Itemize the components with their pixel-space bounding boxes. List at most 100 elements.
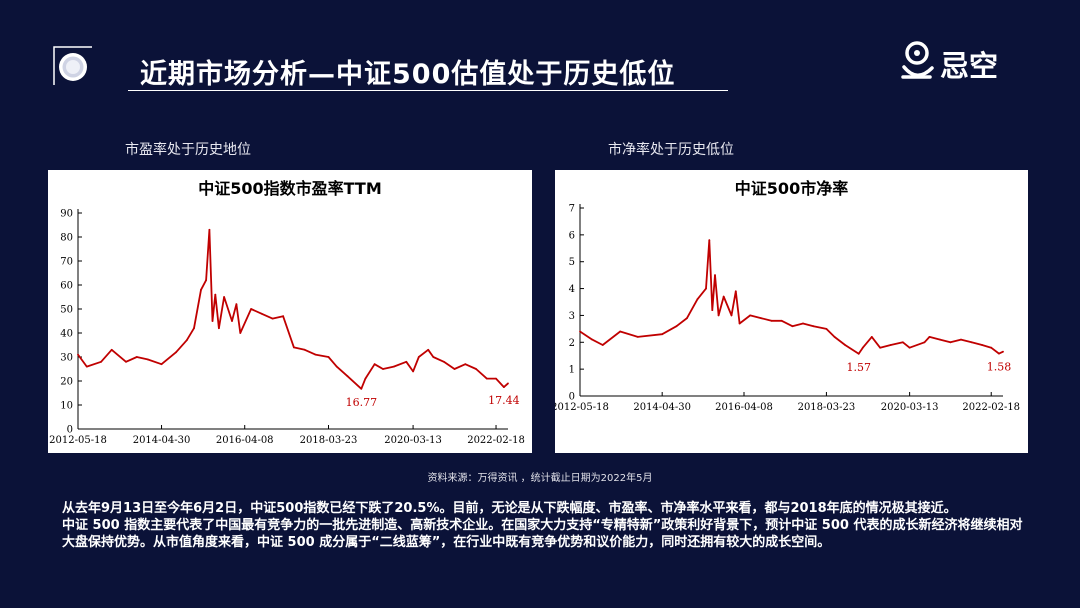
pe-y-tick-label: 60 <box>60 281 73 292</box>
circle-bracket-icon <box>53 46 92 85</box>
pb-data-point <box>1002 350 1004 353</box>
pb-data-point <box>696 298 699 301</box>
pe-data-point <box>185 339 188 342</box>
pb-x-tick-label: 2022-02-18 <box>962 402 1020 413</box>
pb-data-point <box>902 341 904 344</box>
pe-chart-title: 中证500指数市盈率TTM <box>198 179 382 198</box>
pe-data-point <box>205 279 208 282</box>
pe-data-point <box>77 353 79 356</box>
pb-y-tick-label: 6 <box>569 230 575 241</box>
pb-data-point <box>760 317 762 319</box>
pe-y-tick-label: 0 <box>67 425 73 436</box>
pe-data-point <box>211 320 214 322</box>
pe-data-point <box>475 368 477 370</box>
pb-data-point <box>990 346 993 349</box>
pb-data-point <box>780 319 783 322</box>
pb-data-point <box>770 319 773 322</box>
source-note: 资料来源：万得资讯 ，统计截止日期为2022年5月 <box>427 473 653 484</box>
pe-x-tick-label: 2018-03-23 <box>300 435 358 446</box>
pb-data-point <box>802 322 804 325</box>
pe-data-point <box>231 320 233 322</box>
pe-data-point <box>507 382 509 385</box>
pb-x-tick-label: 2012-05-18 <box>555 402 609 413</box>
pe-data-point <box>346 375 349 378</box>
pb-data-point <box>960 338 962 341</box>
pe-series-line <box>77 228 509 390</box>
pb-data-point <box>601 344 604 346</box>
pb-data-point <box>722 295 725 298</box>
pe-annotation: 16.77 <box>346 396 378 409</box>
pe-data-point <box>282 315 284 318</box>
pe-data-point <box>314 353 317 356</box>
pb-y-tick-label: 0 <box>569 392 575 403</box>
pb-chart-panel: 中证500市净率 0 1 2 3 4 5 6 7 2012-05-18 2014-04-30 2016… <box>555 170 1028 453</box>
brand-logo-text: 忌空 <box>940 49 999 83</box>
brand-logo: 忌空 <box>900 40 1010 84</box>
caption-pe: 市盈率处于历史地位 <box>125 142 251 158</box>
pb-data-point <box>949 341 952 344</box>
pe-data-point <box>392 365 395 368</box>
pe-data-point <box>364 377 367 380</box>
pb-annotation: 1.58 <box>987 361 1012 374</box>
pe-data-point <box>193 327 195 330</box>
pe-data-point <box>200 288 202 291</box>
pb-data-point <box>825 328 828 330</box>
pb-data-point <box>717 314 720 317</box>
title-underline: 近期市场分析—中证500估值处于历史低位 <box>128 48 728 91</box>
pb-data-point <box>908 346 911 349</box>
paragraph-1: 从去年9月13日至今年6月2日，中证500指数已经下跌了20.5%。目前，无论是… <box>62 501 957 516</box>
pb-data-point <box>661 333 664 336</box>
pb-data-point <box>619 330 622 333</box>
pe-data-point <box>250 308 253 310</box>
pb-y-tick-label: 1 <box>569 365 575 376</box>
pe-data-point <box>412 370 414 373</box>
pb-data-point <box>923 341 926 344</box>
caption-pb: 市净率处于历史低位 <box>608 142 734 158</box>
pe-data-point <box>125 360 127 363</box>
pb-data-point <box>928 336 931 338</box>
pb-data-point <box>844 344 846 346</box>
pe-annotation: 17.44 <box>488 394 519 407</box>
pb-annotation: 1.57 <box>846 361 871 374</box>
pb-data-point <box>791 325 794 328</box>
pb-data-point <box>686 317 688 319</box>
pb-data-point <box>730 314 733 317</box>
pe-data-point <box>146 358 149 361</box>
pe-y-tick-label: 90 <box>60 209 73 220</box>
pb-x-tick-label: 2020-03-13 <box>881 402 939 413</box>
pe-x-tick-label: 2022-02-18 <box>467 435 525 446</box>
pe-data-point <box>432 356 435 358</box>
pe-data-point <box>223 296 226 298</box>
pe-data-point <box>214 293 217 296</box>
pe-data-point <box>405 360 408 363</box>
pe-data-point <box>373 363 376 366</box>
pe-y-tick-label: 30 <box>60 353 73 364</box>
pb-data-point <box>812 325 815 328</box>
body-text: 从去年9月13日至今年6月2日，中证500指数已经下跌了20.5%。目前，无论是… <box>62 500 1024 552</box>
pb-data-point <box>889 344 892 346</box>
slide-title: 近期市场分析—中证500估值处于历史低位 <box>140 59 676 90</box>
pb-chart-svg: 中证500市净率 0 1 2 3 4 5 6 7 2012-05-18 2014-04-30 2016… <box>555 179 1020 413</box>
pe-x-tick-label: 2020-03-13 <box>384 435 442 446</box>
pb-data-point <box>861 346 864 349</box>
pe-data-point <box>427 348 430 351</box>
pb-data-point <box>675 325 678 328</box>
pe-data-point <box>303 348 306 351</box>
pe-data-point <box>335 365 338 368</box>
pe-data-point <box>485 377 488 380</box>
pe-data-point <box>175 351 177 354</box>
pe-x-tick-label: 2014-04-30 <box>133 435 191 446</box>
pe-data-point <box>453 368 456 370</box>
pe-y-tick-label: 10 <box>60 401 73 412</box>
pe-x-tick-label: 2016-04-08 <box>216 435 274 446</box>
pb-data-point <box>711 309 714 311</box>
pe-data-point <box>464 363 467 366</box>
pb-data-point <box>636 336 639 338</box>
pe-y-tick-label: 50 <box>60 305 73 316</box>
pb-data-point <box>714 274 716 276</box>
pe-data-point <box>260 312 263 315</box>
pe-data-point <box>218 327 220 330</box>
pe-x-tick-label: 2012-05-18 <box>49 435 107 446</box>
pe-data-point <box>235 303 238 306</box>
pe-data-point <box>382 368 384 370</box>
